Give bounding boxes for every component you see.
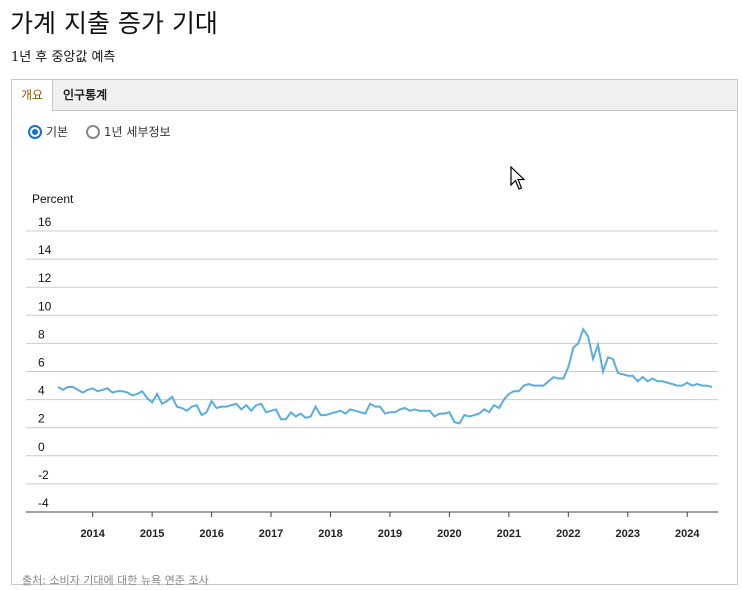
y-tick-label: 10 (38, 299, 52, 313)
y-tick-label: 14 (38, 243, 52, 257)
series-line (57, 327, 713, 425)
chart-panel: 개요 인구통계 기본 1년 세부정보 Percent 16 14 12 10 8 6 4 2 0… (11, 79, 738, 587)
radio-checked-icon (28, 124, 42, 139)
x-tick-label: 2017 (259, 528, 283, 540)
y-tick-label: 12 (38, 271, 52, 285)
x-tick-label: 2024 (675, 528, 700, 540)
page-subtitle: 1년 후 중앙값 예측 (11, 50, 116, 65)
x-tick-label: 2016 (199, 528, 223, 540)
x-tick-label: 2015 (140, 528, 164, 540)
radio-unchecked-icon (85, 124, 100, 139)
view-radio-group: 기본 1년 세부정보 (28, 123, 185, 142)
x-tick-label: 2020 (437, 528, 461, 540)
y-tick-label: 2 (38, 412, 45, 426)
y-tick-label: 4 (38, 384, 45, 398)
x-tick-label: 2023 (616, 528, 640, 540)
radio-1yr-details-label: 1년 세부정보 (103, 125, 171, 139)
line-chart: Percent 16 14 12 10 8 6 4 2 0 -2 -4 2014 2015 2016 20… (26, 192, 718, 540)
x-tick-label: 2019 (378, 528, 402, 540)
y-tick-label: 8 (38, 327, 45, 341)
radio-basic[interactable]: 기본 (28, 123, 68, 140)
y-tick-label: 16 (38, 215, 52, 229)
mouse-pointer-icon (510, 166, 526, 190)
radio-1yr-details[interactable]: 1년 세부정보 (85, 123, 171, 140)
tab-overview[interactable]: 개요 (12, 80, 54, 111)
x-tick-label: 2018 (318, 528, 342, 540)
y-tick-label: 6 (38, 356, 45, 370)
radio-basic-label: 기본 (46, 125, 69, 139)
tab-demographics[interactable]: 인구통계 (63, 88, 108, 102)
y-tick-label: -2 (38, 468, 49, 482)
x-tick-label: 2022 (556, 528, 580, 540)
x-tick-label: 2014 (80, 528, 105, 540)
y-axis-label: Percent (32, 192, 74, 206)
tab-bar: 개요 인구통계 (12, 80, 737, 111)
y-tick-label: 0 (38, 440, 45, 454)
y-tick-label: -4 (38, 496, 49, 510)
page-title: 가계 지출 증가 기대 (10, 9, 218, 38)
x-tick-label: 2021 (497, 528, 521, 540)
source-note: 출처: 소비자 기대에 대한 뉴욕 연준 조사 (22, 574, 209, 587)
